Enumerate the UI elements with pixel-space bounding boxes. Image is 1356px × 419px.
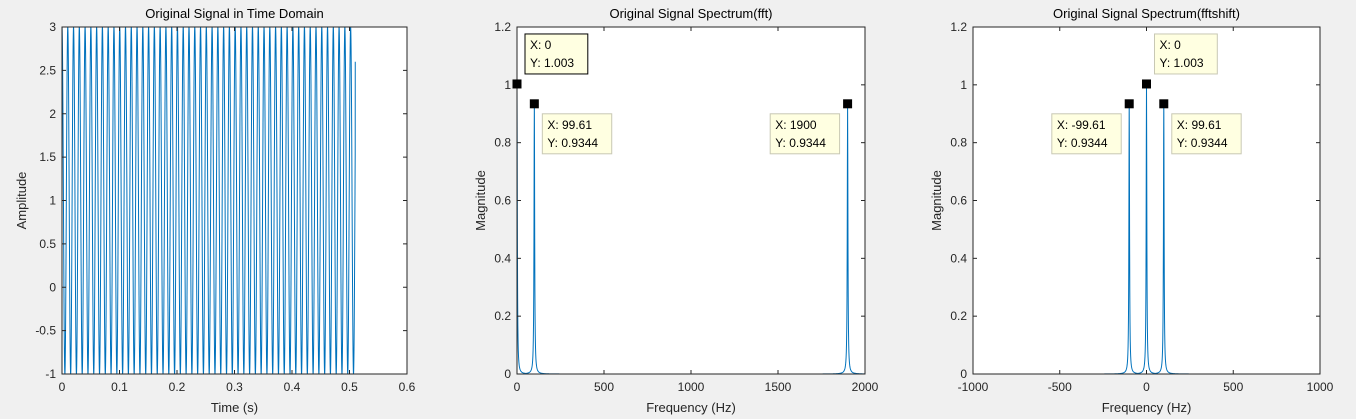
y-tick-label: -1 <box>45 367 56 381</box>
datatip-y-text: Y: 1.003 <box>1160 56 1204 70</box>
datatip-y-text: Y: 0.9344 <box>547 136 598 150</box>
y-tick-label: 0.2 <box>494 309 511 323</box>
y-tick-label: 0 <box>49 280 56 294</box>
fftshift-spectrum-plot: -1000 -500 0 500 1000 0 0.2 0.4 0.6 0.8 1 1.2 Origin… <box>929 6 1334 415</box>
x-tick-label: 0.2 <box>169 380 186 394</box>
y-tick-label: 0 <box>960 367 967 381</box>
y-axis-label: Magnitude <box>929 170 944 231</box>
y-tick-label: 0.4 <box>494 251 511 265</box>
datatip-box <box>1154 33 1218 75</box>
datatip-y-text: Y: 1.003 <box>530 56 574 70</box>
x-tick-label: 0.3 <box>226 380 243 394</box>
x-tick-label: 0 <box>514 380 521 394</box>
datatip-x-text: X: 99.61 <box>547 118 592 132</box>
datatip-x-text: X: 99.61 <box>1177 118 1222 132</box>
x-axis-label: Frequency (Hz) <box>646 400 736 415</box>
x-tick-label: 0 <box>59 380 66 394</box>
axes-background <box>517 27 865 374</box>
datatip-marker <box>843 99 853 109</box>
y-tick-label: 1 <box>960 78 967 92</box>
x-tick-label: 0.4 <box>284 380 301 394</box>
y-tick-label: 2.5 <box>39 63 56 77</box>
x-tick-label: 500 <box>1223 380 1243 394</box>
y-tick-label: -0.5 <box>35 324 56 338</box>
x-tick-label: -500 <box>1048 380 1072 394</box>
x-tick-label: 500 <box>594 380 614 394</box>
x-tick-label: -1000 <box>958 380 989 394</box>
y-tick-label: 0.4 <box>950 251 967 265</box>
y-tick-label: 0.5 <box>39 237 56 251</box>
y-tick-label: 2 <box>49 107 56 121</box>
datatip-x-text: X: -99.61 <box>1057 118 1106 132</box>
datatip-y-text: Y: 0.9344 <box>775 136 826 150</box>
datatip-y-text: Y: 0.9344 <box>1177 136 1228 150</box>
datatip-box <box>769 113 841 155</box>
x-tick-label: 0.6 <box>399 380 416 394</box>
y-tick-label: 0.6 <box>494 194 511 208</box>
y-axis-label: Magnitude <box>473 170 488 231</box>
x-tick-label: 0 <box>1143 380 1150 394</box>
datatip-box <box>541 113 613 155</box>
y-tick-label: 1.2 <box>494 20 511 34</box>
datatip-marker <box>512 79 522 89</box>
x-tick-label: 1000 <box>1307 380 1334 394</box>
datatip-box <box>1051 113 1122 155</box>
x-axis-label: Frequency (Hz) <box>1102 400 1192 415</box>
datatip-x-text: X: 0 <box>530 38 552 52</box>
y-tick-label: 1 <box>504 78 511 92</box>
datatip-marker <box>1142 79 1151 89</box>
datatip-marker <box>1159 99 1169 109</box>
y-tick-label: 0.6 <box>950 194 967 208</box>
x-axis-label: Time (s) <box>211 400 258 415</box>
y-tick-label: 0 <box>504 367 511 381</box>
x-tick-label: 1000 <box>678 380 705 394</box>
y-tick-label: 3 <box>49 20 56 34</box>
x-tick-label: 0.1 <box>111 380 128 394</box>
data-line <box>62 27 356 374</box>
y-axis-label: Amplitude <box>14 172 29 230</box>
time-domain-plot: 0 0.1 0.2 0.3 0.4 0.5 0.6 -1 -0.5 0 0.5 1 1.5 2 2.5 3 Or… <box>14 6 416 415</box>
datatip-box <box>524 33 589 75</box>
datatip-box <box>1171 113 1242 155</box>
chart-title: Original Signal Spectrum(fft) <box>609 6 772 21</box>
y-tick-label: 0.2 <box>950 309 967 323</box>
x-tick-label: 2000 <box>852 380 879 394</box>
datatip-x-text: X: 1900 <box>775 118 817 132</box>
y-tick-label: 1.5 <box>39 150 56 164</box>
datatip-x-text: X: 0 <box>1160 38 1182 52</box>
datatip-y-text: Y: 0.9344 <box>1057 136 1108 150</box>
x-tick-label: 0.5 <box>341 380 358 394</box>
datatip-marker <box>1124 99 1134 109</box>
x-tick-label: 1500 <box>765 380 792 394</box>
y-tick-label: 0.8 <box>950 136 967 150</box>
datatip-marker <box>529 99 539 109</box>
chart-title: Original Signal in Time Domain <box>145 6 323 21</box>
chart-title: Original Signal Spectrum(fftshift) <box>1053 6 1240 21</box>
y-tick-label: 1 <box>49 194 56 208</box>
y-tick-label: 1.2 <box>950 20 967 34</box>
fft-spectrum-plot: 0 500 1000 1500 2000 0 0.2 0.4 0.6 0.8 1 1.2 Origina… <box>473 6 879 415</box>
y-tick-label: 0.8 <box>494 136 511 150</box>
